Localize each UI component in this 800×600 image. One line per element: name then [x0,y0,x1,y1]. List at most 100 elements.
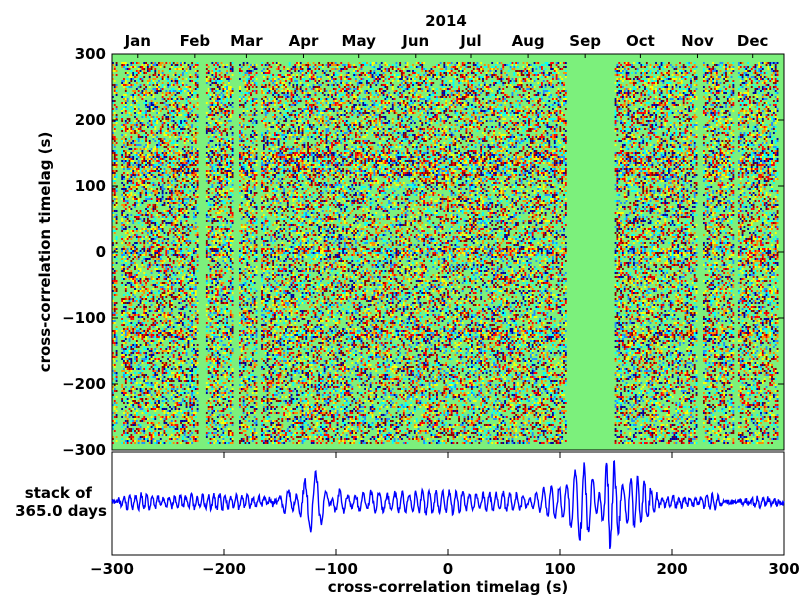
heatmap-day-column [395,62,398,396]
heatmap-day-column [332,90,335,438]
heatmap-day-column [675,72,678,440]
heatmap-day-column [502,82,505,444]
heatmap-day-column [316,88,319,426]
heatmap-day-column [708,86,711,402]
heatmap-day-column [367,116,370,396]
heatmap-day-column [772,104,775,436]
heatmap-day-column [535,68,538,416]
heatmap-day-column [139,66,142,422]
heatmap-day-column [677,104,680,440]
heatmap-day-column [209,80,212,440]
heatmap-day-column [627,122,630,442]
heatmap-day-column [655,64,657,432]
heatmap-day-column [169,92,171,440]
heatmap-day-column [684,90,687,426]
heatmap-day-column [307,62,309,438]
heatmap-day-column [165,100,168,436]
heatmap-day-column [388,64,390,426]
heatmap-day-column [629,80,632,444]
heatmap-day-column [552,68,554,444]
heatmap-day-column [367,82,370,432]
heatmap-day-column [491,62,494,336]
heatmap-day-column [691,78,694,370]
heatmap-day-column [540,204,543,404]
heatmap-day-column [139,70,142,438]
heatmap-day-column [669,82,672,398]
heatmap-day-column [767,136,770,402]
heatmap-day-column [620,84,622,288]
heatmap-day-column [224,74,227,426]
heatmap-day-column [478,66,481,436]
heatmap-day-column [250,64,252,388]
heatmap-day-column [130,80,133,440]
heatmap-day-column [371,146,374,414]
month-label: Sep [569,32,601,50]
heatmap-day-column [187,128,190,424]
heatmap-cells [112,62,779,444]
heatmap-day-column [498,86,501,438]
heatmap-day-column [135,74,138,430]
heatmap-day-column [695,74,698,444]
heatmap-day-column [760,76,762,430]
heatmap-day-column [743,104,746,368]
heatmap-day-column [737,94,740,424]
heatmap-day-column [507,108,510,444]
heatmap-day-column [743,72,746,346]
heatmap-day-column [502,90,505,426]
heatmap-day-column [763,80,766,422]
heatmap-day-column [165,116,168,424]
heatmap-day-column [386,86,389,388]
heatmap-day-column [193,118,195,422]
heatmap-day-column [706,72,709,432]
heatmap-day-column [550,62,553,412]
heatmap-day-column [752,114,755,440]
x-axis-label: cross-correlation timelag (s) [328,578,569,596]
heatmap-day-column [213,64,216,402]
heatmap-day-column [564,62,567,426]
heatmap-day-column [299,62,302,428]
heatmap-day-column [262,72,265,444]
heatmap-day-column [439,72,442,438]
heatmap-day-column [152,62,155,434]
heatmap-day-column [456,86,459,374]
heatmap-day-column [323,136,326,410]
heatmap-day-column [275,62,278,426]
heatmap-day-column [170,110,173,426]
heatmap-day-column [507,82,510,442]
heatmap-day-column [277,128,280,406]
heatmap-day-column [474,96,477,430]
heatmap-day-column [544,140,547,428]
heatmap-day-column [682,74,685,402]
heatmap-day-column [526,72,529,402]
heatmap-day-column [666,78,669,394]
y-tick-label: 300 [75,45,106,63]
heatmap-day-column [471,96,473,396]
heatmap-day-column [463,136,466,310]
heatmap-day-column [535,100,538,336]
heatmap-day-column [154,68,157,418]
heatmap-day-column [452,134,455,430]
heatmap-day-column [227,78,230,402]
heatmap-day-column [436,104,438,444]
heatmap-day-column [485,92,488,426]
heatmap-day-column [406,116,409,444]
heatmap-day-column [338,64,341,444]
heatmap-day-column [345,68,348,416]
heatmap-day-column [327,76,330,422]
heatmap-day-column [640,64,643,434]
heatmap-day-column [763,86,766,414]
heatmap-day-column [476,120,479,440]
heatmap-day-column [169,176,171,412]
heatmap-day-column [452,102,455,412]
heatmap-day-column [730,68,733,428]
heatmap-day-column [712,92,715,444]
heatmap-day-column [550,80,553,392]
heatmap-day-column [445,80,448,424]
heatmap-day-column [226,98,228,444]
heatmap-day-column [312,74,315,442]
heatmap-day-column [535,124,538,442]
heatmap-day-column [408,108,411,420]
heatmap-day-column [180,84,182,428]
heatmap-day-column [239,106,241,390]
heatmap-day-column [476,202,479,432]
